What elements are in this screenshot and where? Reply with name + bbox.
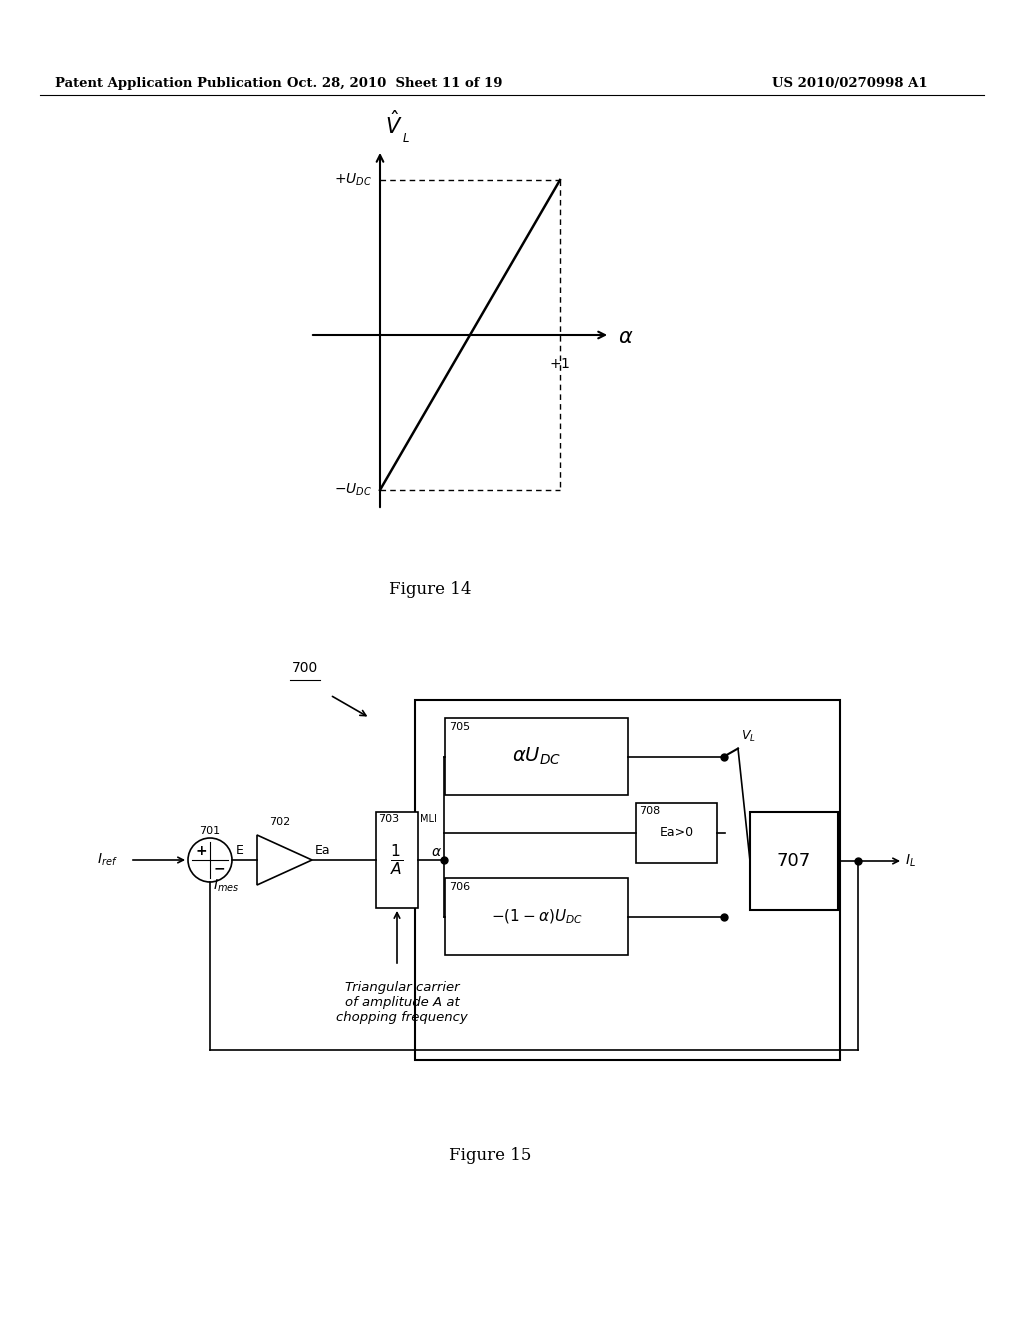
Bar bbox=[445, 718, 628, 795]
Bar bbox=[376, 812, 418, 908]
Text: $\hat{V}$: $\hat{V}$ bbox=[385, 111, 402, 139]
Text: $\frac{1}{A}$: $\frac{1}{A}$ bbox=[390, 842, 403, 878]
Bar bbox=[750, 812, 838, 909]
Text: +: + bbox=[196, 843, 207, 858]
Text: Oct. 28, 2010  Sheet 11 of 19: Oct. 28, 2010 Sheet 11 of 19 bbox=[288, 77, 503, 90]
Text: 705: 705 bbox=[449, 722, 470, 733]
Text: Triangular carrier
of amplitude A at
chopping frequency: Triangular carrier of amplitude A at cho… bbox=[336, 981, 468, 1024]
Text: 707: 707 bbox=[777, 851, 811, 870]
Text: −: − bbox=[213, 861, 225, 875]
Text: Figure 14: Figure 14 bbox=[389, 582, 471, 598]
Text: $\alpha$: $\alpha$ bbox=[618, 327, 634, 347]
Text: $\alpha U_{DC}$: $\alpha U_{DC}$ bbox=[512, 746, 561, 767]
Text: $V_L$: $V_L$ bbox=[741, 729, 756, 744]
Text: 701: 701 bbox=[200, 826, 220, 836]
Text: 706: 706 bbox=[449, 882, 470, 892]
Text: $-U_{DC}$: $-U_{DC}$ bbox=[334, 482, 372, 498]
Text: 702: 702 bbox=[269, 817, 291, 828]
Text: Patent Application Publication: Patent Application Publication bbox=[55, 77, 282, 90]
Text: Ea>0: Ea>0 bbox=[659, 826, 693, 840]
Text: $+U_{DC}$: $+U_{DC}$ bbox=[334, 172, 372, 189]
Text: 703: 703 bbox=[378, 814, 399, 824]
Text: Figure 15: Figure 15 bbox=[449, 1147, 531, 1163]
Polygon shape bbox=[257, 836, 312, 884]
Bar bbox=[415, 700, 840, 1060]
Text: 700: 700 bbox=[292, 661, 318, 675]
Text: $_L$: $_L$ bbox=[402, 127, 410, 145]
Circle shape bbox=[188, 838, 232, 882]
Text: US 2010/0270998 A1: US 2010/0270998 A1 bbox=[772, 77, 928, 90]
Text: $I_{ref}$: $I_{ref}$ bbox=[97, 851, 118, 869]
Text: $-(1-\alpha)U_{DC}$: $-(1-\alpha)U_{DC}$ bbox=[490, 907, 583, 925]
Text: 708: 708 bbox=[639, 807, 660, 816]
Bar bbox=[636, 803, 717, 863]
Bar bbox=[445, 878, 628, 954]
Text: MLI: MLI bbox=[420, 814, 437, 824]
Text: $I_{mes}$: $I_{mes}$ bbox=[213, 878, 240, 894]
Text: $I_L$: $I_L$ bbox=[905, 853, 915, 869]
Text: $\alpha$: $\alpha$ bbox=[430, 845, 441, 859]
Text: E: E bbox=[236, 843, 244, 857]
Text: $+1$: $+1$ bbox=[549, 356, 570, 371]
Text: Ea: Ea bbox=[315, 843, 331, 857]
